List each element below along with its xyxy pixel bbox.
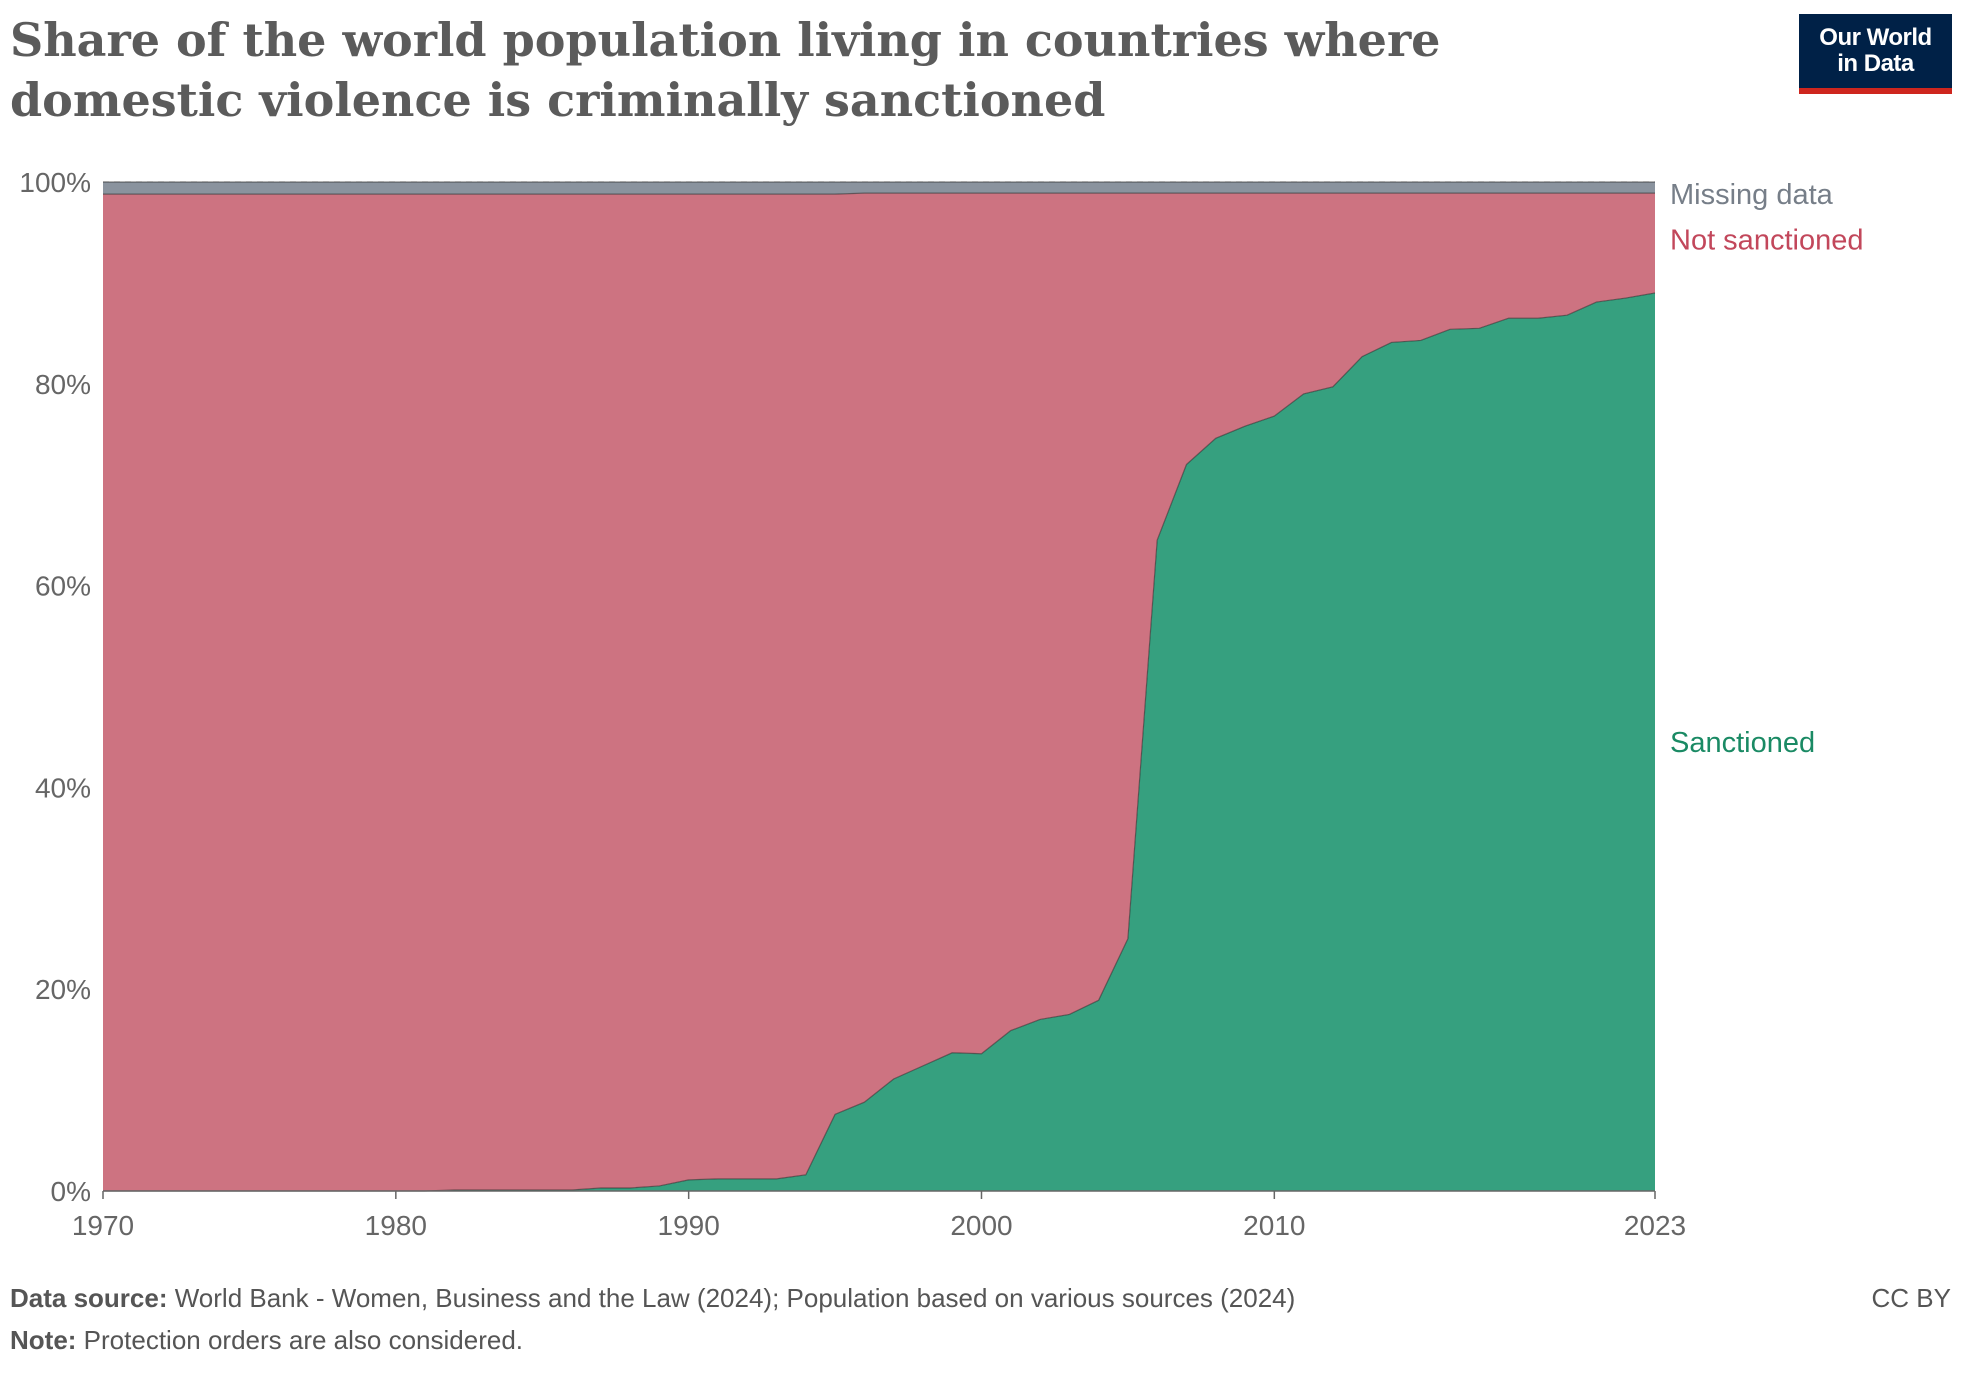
y-tick-label: 80%	[35, 369, 91, 400]
series-label-missing-data: Missing data	[1670, 179, 1834, 211]
note-text: Protection orders are also considered.	[83, 1325, 524, 1355]
x-tick-label: 1980	[365, 1210, 427, 1241]
y-tick-label: 40%	[35, 772, 91, 803]
series-label-sanctioned: Sanctioned	[1670, 727, 1815, 759]
x-tick-label: 1990	[658, 1210, 720, 1241]
area-edge-not-sanctioned	[103, 192, 1655, 195]
area-missing-data	[103, 182, 1655, 195]
y-tick-label: 0%	[51, 1176, 91, 1207]
stacked-area-chart: 0% 20% 40% 60% 80% 100% 1970 1980 1990 2000 2010 20…	[19, 167, 1863, 1241]
owid-logo[interactable]: Our World in Data	[1799, 14, 1952, 94]
x-tick-label: 2010	[1243, 1210, 1305, 1241]
series-label-not-sanctioned: Not sanctioned	[1670, 225, 1863, 257]
data-source: Data source: World Bank - Women, Busines…	[10, 1283, 1295, 1314]
x-tick-label: 2000	[950, 1210, 1012, 1241]
license[interactable]: CC BY	[1871, 1283, 1951, 1313]
y-tick-label: 20%	[35, 974, 91, 1005]
y-tick-label: 60%	[35, 571, 91, 602]
data-source-label: Data source:	[10, 1283, 168, 1313]
area-sanctioned	[103, 292, 1655, 1191]
logo-text: Our World in Data	[1819, 24, 1932, 77]
area-not-sanctioned	[103, 193, 1655, 1191]
chart-title: Share of the world population living in …	[10, 13, 1441, 127]
y-tick-label: 100%	[19, 167, 91, 198]
data-source-text[interactable]: World Bank - Women, Business and the Law…	[174, 1283, 1296, 1313]
x-tick-label: 2023	[1624, 1210, 1686, 1241]
x-tick-label: 1970	[72, 1210, 134, 1241]
note-label: Note:	[10, 1325, 77, 1355]
note: Note: Protection orders are also conside…	[10, 1325, 523, 1356]
